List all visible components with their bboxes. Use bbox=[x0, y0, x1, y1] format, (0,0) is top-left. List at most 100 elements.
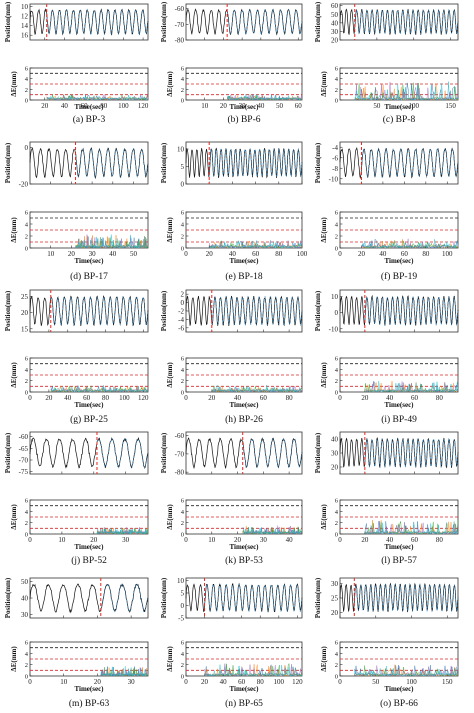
position-y-tick-label: 10 bbox=[21, 3, 29, 11]
error-y-tick-label: 4 bbox=[25, 509, 29, 516]
error-y-tick-label: 6 bbox=[25, 498, 29, 505]
position-y-tick-label: -6 bbox=[178, 324, 184, 332]
error-y-tick-label: 0 bbox=[25, 98, 28, 105]
x-tick-label: 100 bbox=[118, 102, 129, 110]
error-y-tick-label: 0 bbox=[335, 674, 338, 681]
error-y-tick-label: 4 bbox=[181, 76, 185, 83]
position-y-tick-label: 25 bbox=[21, 293, 29, 301]
x-tick-label: 60 bbox=[238, 678, 246, 686]
x-tick-label: 40 bbox=[234, 394, 242, 402]
panel-caption: (d) BP-17 bbox=[70, 271, 108, 282]
position-y-tick-label: -80 bbox=[175, 37, 185, 45]
position-y-label: Position(mm) bbox=[160, 1, 168, 42]
error-series-5 bbox=[242, 527, 302, 535]
position-y-tick-label: 20 bbox=[331, 37, 339, 45]
x-tick-label: 10 bbox=[58, 536, 66, 544]
error-y-tick-label: 6 bbox=[181, 498, 185, 505]
x-axis-label: Time(sec) bbox=[384, 401, 414, 409]
position-y-tick-label: 14 bbox=[21, 22, 29, 30]
x-tick-label: 0 bbox=[338, 394, 342, 402]
position-y-tick-label: 5 bbox=[181, 163, 185, 171]
error-y-tick-label: 6 bbox=[335, 356, 339, 363]
position-axes-frame bbox=[29, 141, 149, 185]
error-series-5 bbox=[46, 94, 149, 101]
error-y-tick-label: 0 bbox=[335, 98, 338, 105]
x-tick-label: 40 bbox=[386, 536, 394, 544]
position-y-tick-label: 10 bbox=[177, 146, 185, 154]
position-y-tick-label: -4 bbox=[332, 144, 338, 152]
measured-trace bbox=[185, 147, 303, 179]
position-y-tick-label: 30 bbox=[331, 450, 339, 458]
position-y-tick-label: -20 bbox=[19, 181, 29, 189]
error-y-label: ΔE(mm) bbox=[320, 217, 328, 243]
position-y-tick-label: 2 bbox=[181, 291, 185, 299]
predicted-trace bbox=[204, 583, 303, 613]
error-series-5 bbox=[96, 527, 149, 535]
error-y-tick-label: 4 bbox=[335, 509, 339, 516]
position-y-tick-label: 0 bbox=[181, 181, 185, 189]
panel-caption: (h) BP-26 bbox=[225, 414, 263, 425]
error-y-tick-label: 4 bbox=[335, 367, 339, 374]
error-y-tick-label: 6 bbox=[181, 210, 185, 217]
panel-caption: (k) BP-53 bbox=[225, 555, 263, 566]
error-y-tick-label: 2 bbox=[335, 87, 338, 94]
x-tick-label: 10 bbox=[47, 250, 55, 258]
position-y-label: Position(mm) bbox=[160, 142, 168, 183]
error-y-tick-label: 6 bbox=[181, 356, 185, 363]
position-y-tick-label: 20 bbox=[21, 309, 29, 317]
error-y-tick-label: 4 bbox=[25, 651, 29, 658]
error-series-5 bbox=[211, 384, 303, 393]
predicted-trace bbox=[96, 437, 149, 469]
x-tick-label: 50 bbox=[130, 250, 138, 258]
position-y-tick-label: 25 bbox=[331, 595, 339, 603]
position-y-tick-label: 10 bbox=[177, 577, 185, 585]
predicted-trace bbox=[354, 583, 459, 613]
x-tick-label: 40 bbox=[109, 250, 117, 258]
error-y-label: ΔE(mm) bbox=[10, 71, 18, 97]
x-tick-label: 0 bbox=[184, 536, 188, 544]
position-y-tick-label: -6 bbox=[332, 154, 338, 162]
error-y-label: ΔE(mm) bbox=[166, 217, 174, 243]
x-tick-label: 20 bbox=[94, 678, 102, 686]
x-tick-label: 100 bbox=[119, 394, 130, 402]
error-y-label: ΔE(mm) bbox=[10, 217, 18, 243]
x-tick-label: 60 bbox=[295, 102, 303, 110]
predicted-trace bbox=[361, 147, 459, 178]
x-tick-label: 100 bbox=[274, 678, 285, 686]
position-y-tick-label: 10 bbox=[331, 293, 339, 301]
x-tick-label: 40 bbox=[229, 250, 237, 258]
x-tick-label: 150 bbox=[445, 102, 456, 110]
error-y-tick-label: 2 bbox=[181, 234, 184, 241]
predicted-trace bbox=[227, 8, 303, 36]
error-y-tick-label: 4 bbox=[181, 367, 185, 374]
error-y-label: ΔE(mm) bbox=[320, 646, 328, 672]
x-tick-label: 40 bbox=[61, 102, 69, 110]
position-y-tick-label: 0 bbox=[25, 144, 29, 152]
error-y-tick-label: 2 bbox=[25, 234, 28, 241]
error-y-tick-label: 6 bbox=[335, 640, 339, 647]
error-y-tick-label: 6 bbox=[335, 66, 339, 73]
error-y-tick-label: 6 bbox=[335, 210, 339, 217]
error-series-5 bbox=[354, 81, 459, 101]
error-series-4 bbox=[75, 234, 149, 249]
x-tick-label: 80 bbox=[100, 102, 108, 110]
measured-trace bbox=[29, 583, 149, 614]
error-y-tick-label: 0 bbox=[181, 532, 184, 539]
error-y-label: ΔE(mm) bbox=[166, 646, 174, 672]
x-tick-label: 40 bbox=[286, 536, 294, 544]
error-y-tick-label: 4 bbox=[181, 222, 185, 229]
x-tick-label: 20 bbox=[201, 678, 209, 686]
measured-trace bbox=[339, 147, 459, 180]
position-y-tick-label: 40 bbox=[331, 436, 339, 444]
error-y-tick-label: 2 bbox=[181, 87, 184, 94]
predicted-trace bbox=[242, 438, 303, 468]
x-tick-label: 40 bbox=[379, 250, 387, 258]
error-y-tick-label: 0 bbox=[335, 390, 338, 397]
error-series-4 bbox=[354, 665, 459, 677]
error-y-tick-label: 2 bbox=[25, 520, 28, 527]
position-y-tick-label: -70 bbox=[19, 457, 29, 465]
x-tick-label: 20 bbox=[358, 250, 366, 258]
